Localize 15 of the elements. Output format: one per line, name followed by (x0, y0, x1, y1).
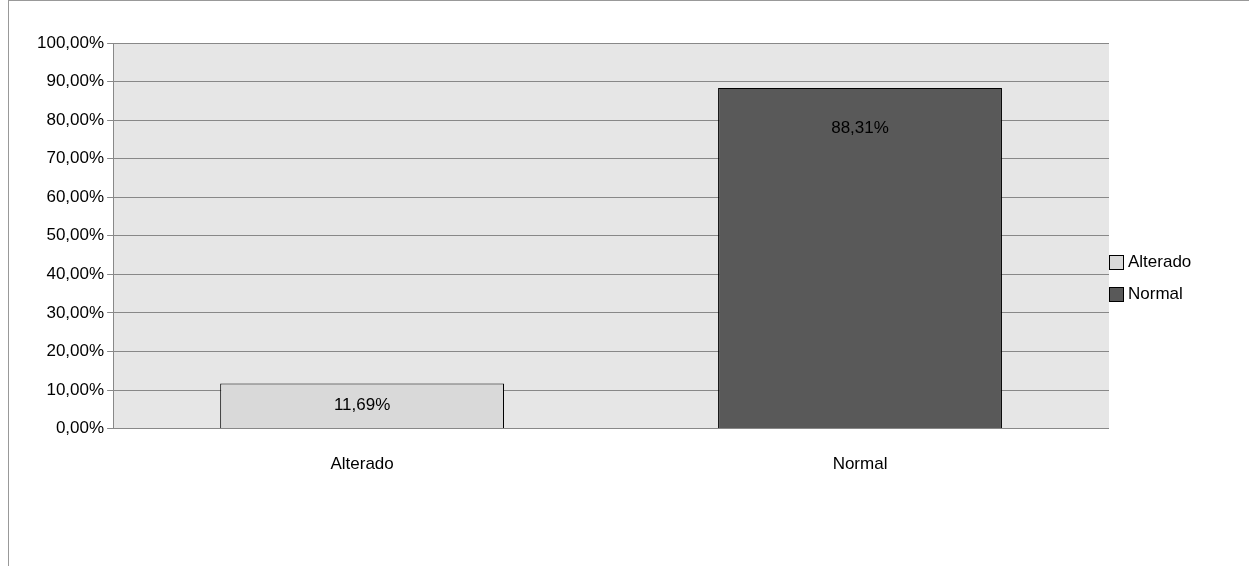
legend-label: Normal (1128, 284, 1183, 304)
y-tick-label: 30,00% (46, 302, 105, 322)
y-tick-label: 50,00% (46, 225, 105, 245)
y-tick-label: 80,00% (46, 109, 105, 129)
y-tick-label: 90,00% (46, 71, 105, 91)
data-label: 11,69% (333, 395, 391, 415)
data-label: 88,31% (831, 117, 889, 137)
y-tick-label: 100,00% (36, 32, 105, 52)
y-tick-label: 40,00% (46, 264, 105, 284)
y-tick-label: 10,00% (46, 379, 105, 399)
y-tick-label: 0,00% (55, 418, 105, 438)
y-tick-label: 70,00% (46, 148, 105, 168)
y-tick-label: 20,00% (46, 341, 105, 361)
y-tick-label: 60,00% (46, 186, 105, 206)
legend-label: Alterado (1128, 252, 1192, 272)
